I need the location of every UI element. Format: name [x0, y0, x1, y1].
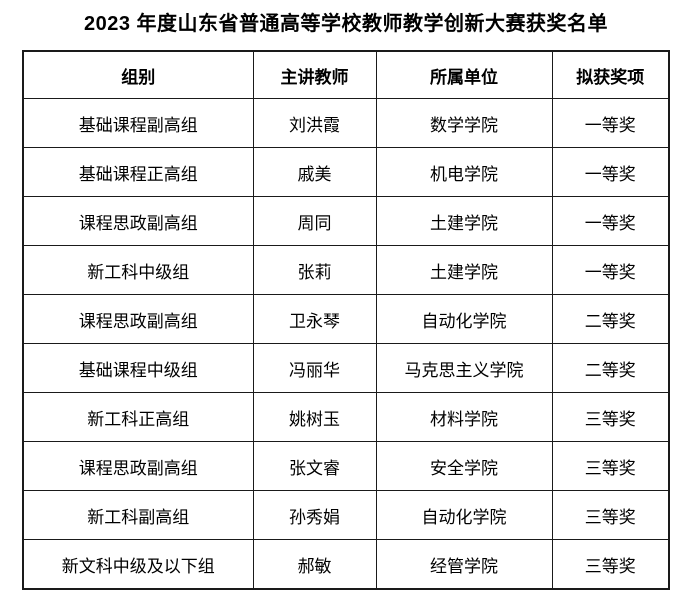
table-cell: 卫永琴 — [252, 294, 377, 344]
table-cell: 孙秀娟 — [252, 490, 377, 540]
table-cell: 冯丽华 — [252, 343, 377, 393]
table-cell: 课程思政副高组 — [22, 196, 254, 246]
table-cell: 二等奖 — [551, 343, 670, 393]
column-header: 组别 — [22, 50, 254, 99]
table-cell: 戚美 — [252, 147, 377, 197]
table-cell: 张莉 — [252, 245, 377, 295]
table-row: 基础课程正高组 戚美 机电学院 一等奖 — [22, 147, 670, 197]
table-cell: 课程思政副高组 — [22, 441, 254, 491]
page-title: 2023 年度山东省普通高等学校教师教学创新大赛获奖名单 — [83, 13, 609, 35]
table-cell: 二等奖 — [551, 294, 670, 344]
table-cell: 基础课程副高组 — [22, 98, 254, 148]
table-cell: 基础课程中级组 — [22, 343, 254, 393]
table-cell: 安全学院 — [375, 441, 553, 491]
table-cell: 新工科中级组 — [22, 245, 254, 295]
table-cell: 一等奖 — [551, 98, 670, 148]
table-row: 新工科中级组 张莉 土建学院 一等奖 — [22, 245, 670, 295]
column-header: 主讲教师 — [252, 50, 377, 99]
column-header: 所属单位 — [375, 50, 553, 99]
table-cell: 自动化学院 — [375, 490, 553, 540]
table-cell: 课程思政副高组 — [22, 294, 254, 344]
award-table: 组别 主讲教师 所属单位 拟获奖项 基础课程副高组 刘洪霞 数学学院 一等奖 基础课程正高组戚… — [22, 50, 670, 590]
table-header-row: 组别 主讲教师 所属单位 拟获奖项 — [22, 50, 670, 99]
table-cell: 数学学院 — [375, 98, 553, 148]
table-body: 基础课程副高组 刘洪霞 数学学院 一等奖 基础课程正高组 戚美 机电学院 一等奖 课程思政副高组… — [22, 98, 670, 590]
table-cell: 经管学院 — [375, 539, 553, 590]
table-cell: 新工科副高组 — [22, 490, 254, 540]
table-cell: 土建学院 — [375, 245, 553, 295]
table-cell: 材料学院 — [375, 392, 553, 442]
table-cell: 三等奖 — [551, 441, 670, 491]
table-cell: 机电学院 — [375, 147, 553, 197]
table-cell: 刘洪霞 — [252, 98, 377, 148]
table-cell: 三等奖 — [551, 539, 670, 590]
table-row: 新文科中级及以下组 郝敏 经管学院 三等奖 — [22, 539, 670, 590]
table-cell: 基础课程正高组 — [22, 147, 254, 197]
table-cell: 一等奖 — [551, 245, 670, 295]
table-row: 基础课程中级组 冯丽华 马克思主义学院 二等奖 — [22, 343, 670, 393]
table-row: 课程思政副高组 卫永琴 自动化学院 二等奖 — [22, 294, 670, 344]
table-cell: 新工科正高组 — [22, 392, 254, 442]
table-row: 新工科副高组 孙秀娟 自动化学院 三等奖 — [22, 490, 670, 540]
table-cell: 马克思主义学院 — [375, 343, 553, 393]
table-row: 新工科正高组 姚树玉 材料学院 三等奖 — [22, 392, 670, 442]
table-row: 课程思政副高组 张文睿 安全学院 三等奖 — [22, 441, 670, 491]
table-cell: 新文科中级及以下组 — [22, 539, 254, 590]
table-cell: 自动化学院 — [375, 294, 553, 344]
table-cell: 郝敏 — [252, 539, 377, 590]
table-cell: 一等奖 — [551, 147, 670, 197]
table-row: 课程思政副高组 周同 土建学院 一等奖 — [22, 196, 670, 246]
column-header: 拟获奖项 — [551, 50, 670, 99]
table-cell: 三等奖 — [551, 392, 670, 442]
table-row: 基础课程副高组 刘洪霞 数学学院 一等奖 — [22, 98, 670, 148]
table-cell: 三等奖 — [551, 490, 670, 540]
table-cell: 周同 — [252, 196, 377, 246]
table-cell: 土建学院 — [375, 196, 553, 246]
table-cell: 姚树玉 — [252, 392, 377, 442]
table-cell: 一等奖 — [551, 196, 670, 246]
table-cell: 张文睿 — [252, 441, 377, 491]
